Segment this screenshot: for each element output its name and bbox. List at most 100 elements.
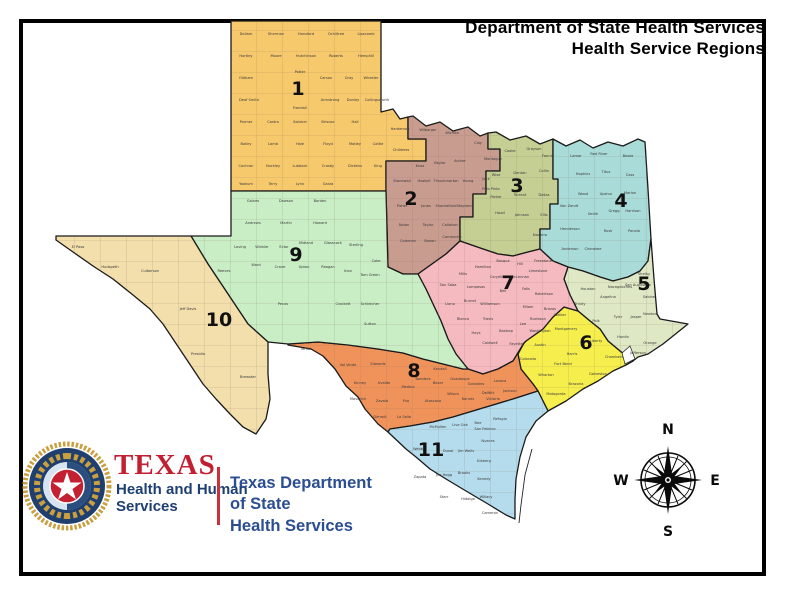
compass-east-label: E [710, 473, 720, 489]
county-label-orange: Orange [643, 341, 657, 345]
county-label-parker: Parker [490, 195, 502, 199]
county-label-travis: Travis [482, 317, 493, 321]
county-label-brewster: Brewster [240, 375, 257, 379]
county-label-johnson: Johnson [514, 213, 529, 217]
county-label-bexar: Bexar [433, 381, 444, 385]
county-label-panola: Panola [628, 229, 640, 233]
county-label-shackelford: Shackelford [435, 204, 456, 208]
logo-sub-line2: Services [116, 498, 178, 516]
region-1-county-grid [231, 21, 426, 191]
county-label-montague: Montague [484, 157, 503, 161]
county-label-dimmit: Dimmit [373, 415, 387, 419]
county-label-nolan: Nolan [399, 223, 409, 227]
county-label-cochran: Cochran [239, 164, 254, 168]
county-label-tyler: Tyler [613, 315, 623, 319]
county-label-cherokee: Cherokee [585, 247, 603, 251]
county-label-red-river: Red River [590, 152, 608, 156]
county-label-burnet: Burnet [464, 299, 477, 303]
county-label-sutton: Sutton [364, 322, 376, 326]
county-label-pecos: Pecos [278, 302, 288, 306]
county-label-cameron: Cameron [482, 511, 498, 515]
county-label-stephens: Stephens [457, 204, 474, 208]
county-label-young: Young [463, 179, 474, 183]
county-label-loving: Loving [234, 245, 246, 249]
county-label-robertson: Robertson [535, 292, 553, 296]
county-label-sabine: Sabine [643, 295, 656, 299]
county-label-dickens: Dickens [348, 164, 362, 168]
county-label-washington: Washington [529, 329, 550, 333]
region-number-labels: 1 2 3 4 5 6 7 8 9 10 11 [206, 78, 651, 461]
department-name-line2: Health Services [230, 516, 353, 535]
county-label-winkler: Winkler [255, 245, 269, 249]
county-label-ector: Ector [279, 245, 289, 249]
county-label-bandera: Bandera [415, 377, 430, 381]
county-label-liberty: Liberty [590, 339, 603, 343]
county-label-knox: Knox [416, 164, 426, 168]
county-label-kinney: Kinney [354, 381, 367, 385]
county-label-archer: Archer [454, 159, 466, 163]
county-label-lubbock: Lubbock [292, 164, 308, 168]
region-11-county-grid [388, 391, 548, 519]
county-label-nueces: Nueces [481, 439, 494, 443]
region-11-number: 11 [418, 439, 444, 461]
county-label-yoakum: Yoakum [239, 182, 253, 186]
county-label-gray: Gray [345, 76, 354, 80]
compass-south-label: S [663, 524, 673, 540]
county-label-kendall: Kendall [433, 367, 446, 371]
county-label-medina: Medina [401, 385, 414, 389]
county-label-kerr: Kerr [410, 367, 418, 371]
county-label-hamilton: Hamilton [475, 265, 491, 269]
county-label-angelina: Angelina [600, 295, 616, 299]
region-3-number: 3 [510, 175, 523, 197]
texas-state-seal [22, 441, 112, 531]
county-label-jackson: Jackson [502, 389, 517, 393]
galveston-bay [621, 345, 636, 365]
county-label-jim-hogg: Jim Hogg [435, 473, 452, 477]
county-label-briscoe: Briscoe [321, 120, 335, 124]
county-label-uvalde: Uvalde [378, 381, 391, 385]
county-label-edwards: Edwards [370, 362, 385, 366]
county-label-titus: Titus [601, 170, 611, 174]
county-label-bowie: Bowie [623, 154, 635, 158]
county-label-matagorda: Matagorda [546, 392, 565, 396]
county-label-bosque: Bosque [496, 259, 510, 263]
county-label-denton: Denton [513, 171, 526, 175]
county-label-midland: Midland [299, 241, 313, 245]
county-label-carson: Carson [320, 76, 333, 80]
county-label-palo-pinto: Palo Pinto [482, 187, 500, 191]
county-label-mcmullen: McMullen [430, 425, 447, 429]
county-label-ellis: Ellis [540, 213, 547, 217]
county-label-shelby: Shelby [638, 272, 651, 276]
county-label-reeves: Reeves [218, 269, 231, 273]
county-label-trinity: Trinity [574, 302, 587, 306]
county-label-andrews: Andrews [245, 221, 261, 225]
county-label-jim-wells: Jim Wells [457, 449, 474, 453]
county-label-dallas: Dallas [538, 193, 549, 197]
region-6-county-grid [518, 307, 633, 411]
county-label-brown: Brown [424, 239, 435, 243]
county-label-lampasas: Lampasas [467, 285, 485, 289]
county-label-galveston: Galveston [589, 372, 607, 376]
county-label-maverick: Maverick [350, 397, 367, 401]
county-label-houston: Houston [581, 287, 596, 291]
county-label-terrell: Terrell [300, 347, 312, 351]
county-label-culberson: Culberson [141, 269, 159, 273]
region-6-number: 6 [579, 332, 592, 354]
county-label-san-saba: San Saba [440, 283, 457, 287]
county-label-comanche: Comanche [442, 235, 462, 239]
county-label-hall: Hall [352, 120, 359, 124]
county-label-parmer: Parmer [240, 120, 253, 124]
county-label-live-oak: Live Oak [452, 423, 469, 427]
department-name-line1: Texas Department of State [230, 474, 372, 514]
county-label-ward: Ward [251, 263, 260, 267]
county-label-lipscomb: Lipscomb [357, 32, 375, 36]
county-label-lynn: Lynn [296, 182, 304, 186]
county-label-webb: Webb [413, 447, 424, 451]
county-label-armstrong: Armstrong [321, 98, 340, 102]
county-label-victoria: Victoria [486, 397, 500, 401]
county-label-jefferson: Jefferson [629, 351, 646, 355]
logo-sub-line1: Health and Human [116, 481, 248, 498]
map-title: Department of State Health Services Heal… [465, 17, 765, 60]
county-label-duval: Duval [443, 449, 453, 453]
county-label-wichita: Wichita [445, 131, 458, 135]
